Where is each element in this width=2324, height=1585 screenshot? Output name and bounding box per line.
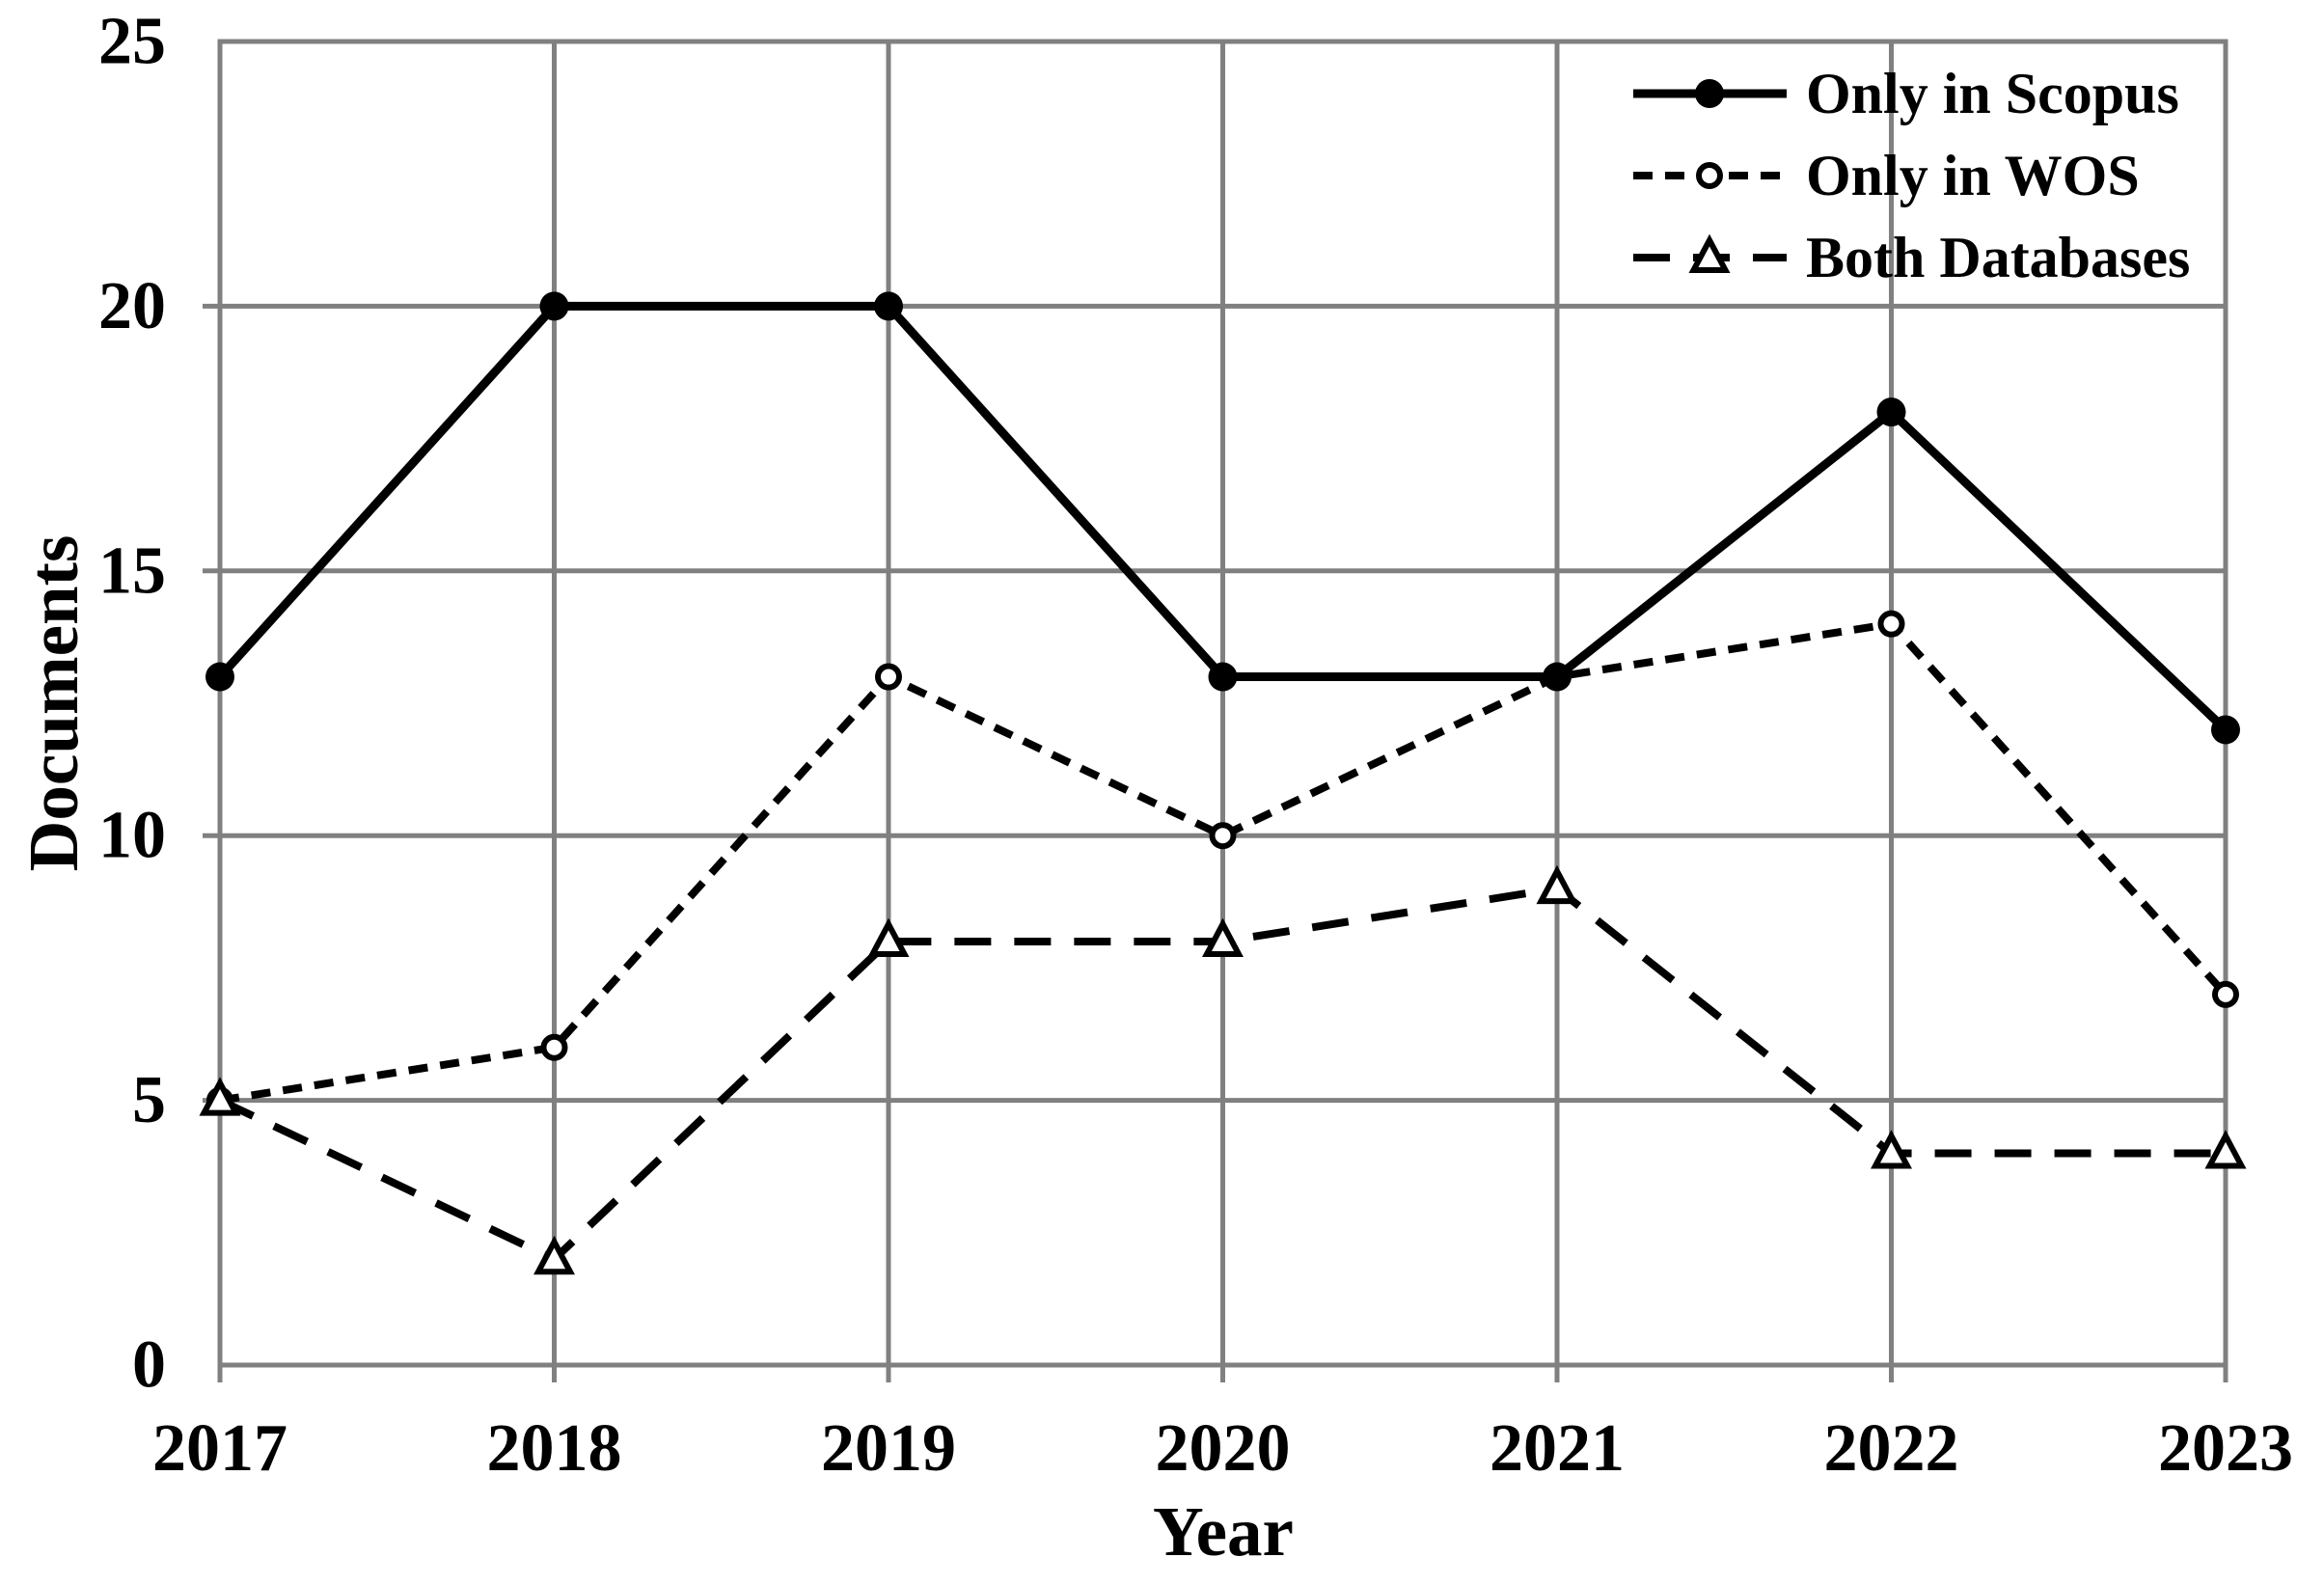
legend-item-both-databases: Both Databases <box>1633 226 2190 289</box>
marker-only-in-wos-2022 <box>1877 610 1905 638</box>
marker-only-in-scopus-2021 <box>1543 662 1572 692</box>
y-tick-label-25: 25 <box>98 5 166 79</box>
legend-label-only-in-wos: Only in WOS <box>1806 144 2140 207</box>
y-tick-label-0: 0 <box>132 1328 166 1403</box>
y-axis-title: Documents <box>14 535 93 872</box>
marker-both-databases-2023 <box>2204 1130 2247 1169</box>
y-tick-label-5: 5 <box>132 1063 166 1137</box>
y-axis-tick-labels: 0 5 10 15 20 25 <box>98 5 166 1403</box>
marker-only-in-scopus-2019 <box>874 291 903 321</box>
marker-both-databases-2019 <box>867 917 910 957</box>
marker-only-in-scopus-2020 <box>1208 662 1238 692</box>
tick-marks-layer <box>203 303 2228 1382</box>
y-tick-label-20: 20 <box>98 269 166 343</box>
x-axis-title: Year <box>1153 1492 1294 1571</box>
legend-label-only-in-scopus: Only in Scopus <box>1806 62 2179 125</box>
x-tick-label-2021: 2021 <box>1490 1411 1625 1486</box>
marker-both-databases-2021 <box>1536 864 1578 905</box>
series-only-in-scopus <box>205 291 2240 745</box>
marker-only-in-scopus-2018 <box>539 291 569 321</box>
x-axis-tick-labels: 2017 2018 2019 2020 2021 2022 2023 <box>152 1411 2293 1486</box>
marker-only-in-wos-2019 <box>875 663 902 691</box>
x-tick-label-2020: 2020 <box>1156 1411 1291 1486</box>
legend-marker-only-in-wos <box>1696 162 1723 189</box>
marker-only-in-wos-2023 <box>2212 980 2239 1008</box>
marker-both-databases-2022 <box>1871 1130 1912 1169</box>
x-tick-label-2019: 2019 <box>821 1411 956 1486</box>
marker-only-in-wos-2018 <box>540 1033 568 1061</box>
marker-only-in-scopus-2023 <box>2211 715 2240 745</box>
legend-item-only-in-wos: Only in WOS <box>1633 144 2140 207</box>
marker-only-in-wos-2020 <box>1209 822 1237 850</box>
series-both-databases <box>199 864 2247 1275</box>
marker-both-databases-2020 <box>1202 917 1244 957</box>
legend-marker-only-in-scopus <box>1695 79 1724 108</box>
marker-only-in-scopus-2022 <box>1876 397 1906 427</box>
chart-legend: Only in Scopus Only in WOS Both Databases <box>1633 62 2190 289</box>
marker-both-databases-2018 <box>533 1235 575 1275</box>
data-series-layer <box>199 291 2247 1275</box>
x-tick-label-2023: 2023 <box>2158 1411 2293 1486</box>
x-tick-label-2017: 2017 <box>152 1411 287 1486</box>
legend-marker-both-databases <box>1688 233 1731 273</box>
marker-both-databases-2017 <box>199 1077 241 1116</box>
legend-item-only-in-scopus: Only in Scopus <box>1633 62 2179 125</box>
y-tick-label-15: 15 <box>98 533 166 608</box>
x-tick-label-2022: 2022 <box>1824 1411 1959 1486</box>
y-tick-label-10: 10 <box>98 799 166 873</box>
x-tick-label-2018: 2018 <box>487 1411 622 1486</box>
legend-label-both-databases: Both Databases <box>1806 226 2190 289</box>
plot-border <box>217 39 2228 1368</box>
marker-only-in-scopus-2017 <box>205 662 234 692</box>
